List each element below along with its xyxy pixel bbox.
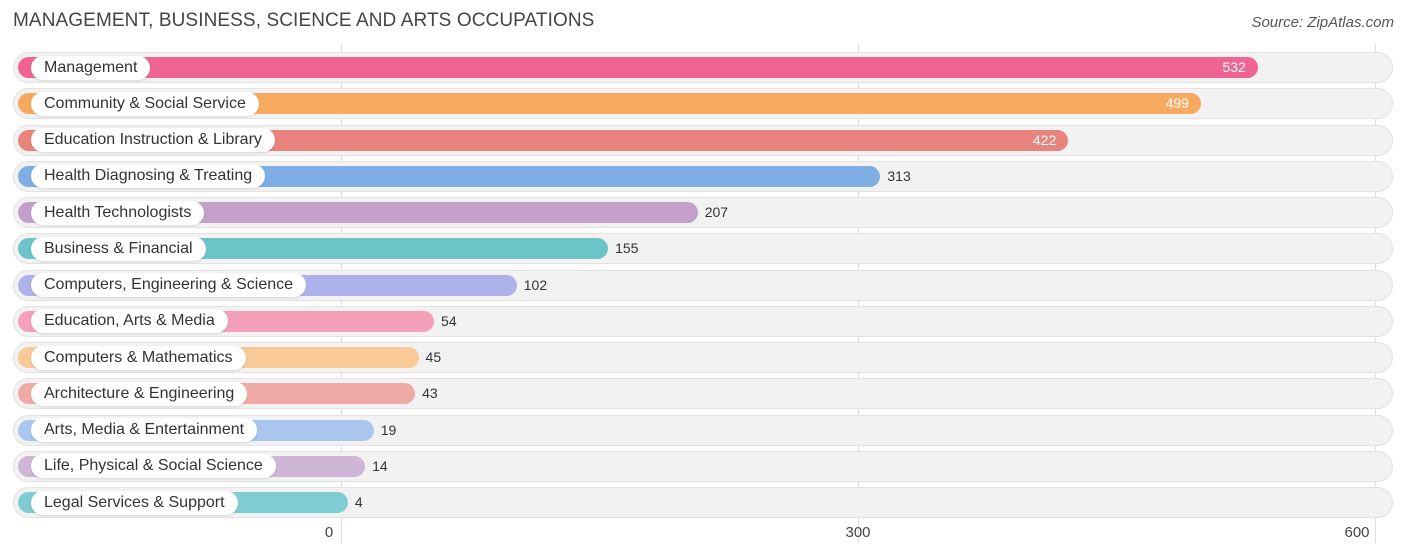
value-label: 14 [372,457,388,474]
value-label: 102 [523,276,548,293]
category-label: Computers, Engineering & Science [31,273,307,297]
value-label: 207 [704,204,729,220]
category-label: Arts, Media & Entertainment [31,418,258,442]
value-label: 313 [887,167,911,184]
category-label: Health Diagnosing & Treating [31,164,266,189]
category-label: Computers & Mathematics [31,345,246,370]
bar [18,129,1069,151]
value-label: 532 [1222,59,1246,75]
category-label: Legal Services & Support [31,490,238,515]
x-tick-label: 600 [1344,524,1370,541]
value-label: 45 [425,349,442,365]
category-label: Management [31,55,151,80]
value-label: 19 [380,421,397,438]
bar [18,57,1258,78]
category-label: Life, Physical & Social Science [31,454,276,479]
value-label: 499 [1165,95,1189,112]
category-label: Community & Social Service [31,91,259,116]
bar [18,93,1201,115]
source-credit: Source: ZipAtlas.com [1251,14,1394,31]
value-label: 4 [354,494,363,510]
category-label: Education, Arts & Media [31,309,228,334]
x-tick-label: 0 [324,524,334,541]
category-label: Architecture & Engineering [31,381,248,406]
value-label: 54 [441,312,457,329]
category-label: Business & Financial [31,236,206,261]
value-label: 43 [422,385,438,402]
value-label: 422 [1032,131,1057,148]
x-tick-label: 300 [845,524,871,541]
chart-title: MANAGEMENT, BUSINESS, SCIENCE AND ARTS O… [13,10,595,31]
category-label: Health Technologists [31,200,205,225]
value-label: 155 [615,240,639,257]
category-label: Education Instruction & Library [31,128,275,152]
